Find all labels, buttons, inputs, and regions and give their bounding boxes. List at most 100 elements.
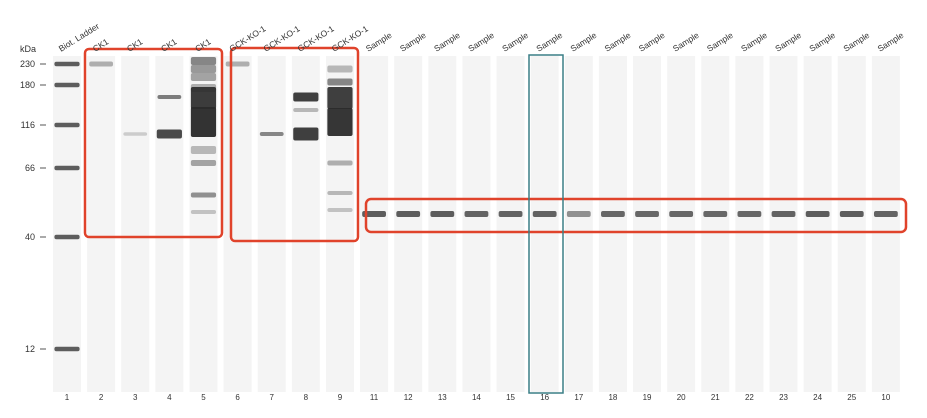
band-lane-9 (327, 208, 353, 212)
marker-label: 66 (25, 163, 35, 173)
lane-16-box (528, 54, 564, 394)
band-lane-5 (190, 57, 217, 65)
lane-6 (223, 56, 252, 392)
band-lane-10 (873, 211, 898, 217)
bands (54, 57, 898, 352)
band-lane-1 (54, 234, 80, 240)
band-lane-21 (703, 211, 728, 217)
lane-number: 15 (506, 393, 515, 402)
lane-number: 18 (608, 393, 617, 402)
band-lane-1 (54, 165, 80, 171)
lane-number: 2 (99, 393, 104, 402)
lane-header: Sample (842, 30, 872, 54)
lane-24 (803, 56, 832, 392)
band-lane-22 (737, 211, 762, 217)
lane-7 (257, 56, 286, 392)
band-lane-8 (293, 108, 319, 112)
band-lane-14 (464, 211, 489, 217)
lane-number: 20 (677, 393, 686, 402)
lane-4 (155, 56, 184, 392)
lane-22 (735, 56, 764, 392)
lane-number: 21 (711, 393, 720, 402)
band-lane-5 (190, 210, 217, 214)
lane-18 (598, 56, 627, 392)
band-lane-1 (54, 61, 80, 67)
lane-2 (87, 56, 116, 392)
band-lane-1 (54, 82, 80, 88)
lane-header: Sample (705, 30, 735, 54)
band-lane-11 (362, 211, 386, 217)
lane-number: 1 (65, 393, 70, 402)
band-lane-2 (89, 61, 114, 67)
lane-number: 4 (167, 393, 172, 402)
lane-header: Sample (534, 30, 564, 54)
lanes (53, 56, 900, 392)
band-lane-9 (327, 78, 353, 86)
lane-number: 22 (745, 393, 754, 402)
lane-number: 13 (438, 393, 447, 402)
lane-number: 9 (338, 393, 343, 402)
band-lane-4 (157, 95, 182, 99)
band-lane-8 (293, 127, 319, 141)
lane-header: Sample (500, 30, 530, 54)
band-lane-18 (601, 211, 625, 217)
lane-16 (530, 56, 559, 392)
band-lane-5 (190, 87, 217, 109)
lane-header: CK1 (159, 36, 179, 53)
lane-header: Sample (773, 30, 803, 54)
lane-20 (667, 56, 696, 392)
kda-unit-label: kDa (20, 44, 36, 54)
lane-3 (121, 56, 150, 392)
sample-band-box (364, 197, 908, 234)
gck-ko-group-box (229, 46, 360, 243)
lane-17 (564, 56, 593, 392)
lane-19 (633, 56, 662, 392)
band-lane-7 (259, 132, 284, 136)
band-lane-5 (190, 192, 217, 198)
lane-number: 16 (540, 393, 549, 402)
marker-label: 116 (21, 120, 35, 130)
band-lane-5 (190, 160, 217, 166)
lane-header: Sample (569, 30, 599, 54)
lane-number: 11 (370, 393, 379, 402)
band-lane-6 (225, 61, 250, 67)
lane-header: CK1 (125, 36, 145, 53)
lane-number: 12 (404, 393, 413, 402)
lane-10 (871, 56, 900, 392)
lane-header: Sample (637, 30, 667, 54)
lane-number: 14 (472, 393, 481, 402)
band-lane-5 (190, 65, 217, 73)
lane-14 (462, 56, 491, 392)
band-lane-9 (327, 65, 353, 73)
highlight-boxes (83, 46, 908, 394)
lane-header: Sample (432, 30, 462, 54)
lane-number: 5 (201, 393, 206, 402)
lane-1 (53, 56, 81, 392)
band-lane-23 (771, 211, 796, 217)
lane-15 (496, 56, 525, 392)
band-lane-8 (293, 92, 319, 102)
band-lane-15 (498, 211, 523, 217)
lane-number: 3 (133, 393, 138, 402)
marker-label: 230 (20, 59, 35, 69)
lane-number: 6 (235, 393, 240, 402)
band-lane-25 (839, 211, 864, 217)
lane-number: 7 (269, 393, 274, 402)
lane-number: 8 (304, 393, 309, 402)
band-lane-5 (190, 107, 217, 137)
lane-11 (360, 56, 389, 392)
band-lane-1 (54, 122, 80, 128)
lane-header: Sample (807, 30, 837, 54)
band-lane-1 (54, 346, 80, 352)
lane-header: Sample (739, 30, 769, 54)
band-lane-9 (327, 191, 353, 195)
marker-label: 180 (20, 80, 35, 90)
band-lane-12 (396, 211, 421, 217)
lane-8 (291, 56, 320, 392)
lane-number: 24 (813, 393, 822, 402)
band-lane-4 (156, 129, 182, 139)
lane-23 (769, 56, 798, 392)
band-lane-16 (532, 211, 557, 217)
lane-number: 25 (847, 393, 856, 402)
band-lane-9 (327, 160, 353, 166)
